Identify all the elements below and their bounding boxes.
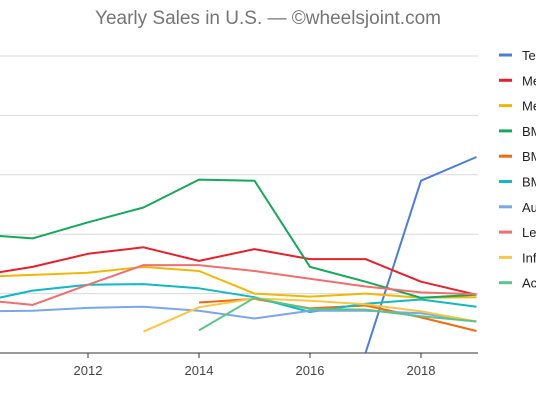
series-line-3: [0, 178, 477, 299]
legend-label: BM: [522, 175, 536, 190]
series-line-8: [143, 297, 477, 333]
legend-label: Te: [522, 48, 536, 63]
x-tick-label: 2018: [407, 363, 436, 378]
series-line-0: [364, 156, 477, 353]
legend-label: Ac: [522, 276, 536, 291]
legend-label: Me: [522, 99, 536, 114]
x-tick-label: 2012: [74, 363, 103, 378]
series-line-1: [0, 246, 477, 296]
legend-label: BM: [522, 149, 536, 164]
series-line-5: [0, 283, 477, 313]
legend-label: Le: [522, 225, 536, 240]
legend-label: Inf: [522, 250, 536, 265]
x-tick-label: 2014: [185, 363, 214, 378]
x-tick-label: 2016: [296, 363, 325, 378]
series-line-9: [198, 296, 477, 332]
legend-label: Me: [522, 73, 536, 88]
series-line-2: [0, 265, 477, 299]
chart-title: Yearly Sales in U.S. — ©wheelsjoint.com: [95, 8, 441, 29]
legend-label: BM: [522, 124, 536, 139]
legend-label: Au: [522, 200, 536, 215]
series-line-7: [0, 264, 477, 306]
